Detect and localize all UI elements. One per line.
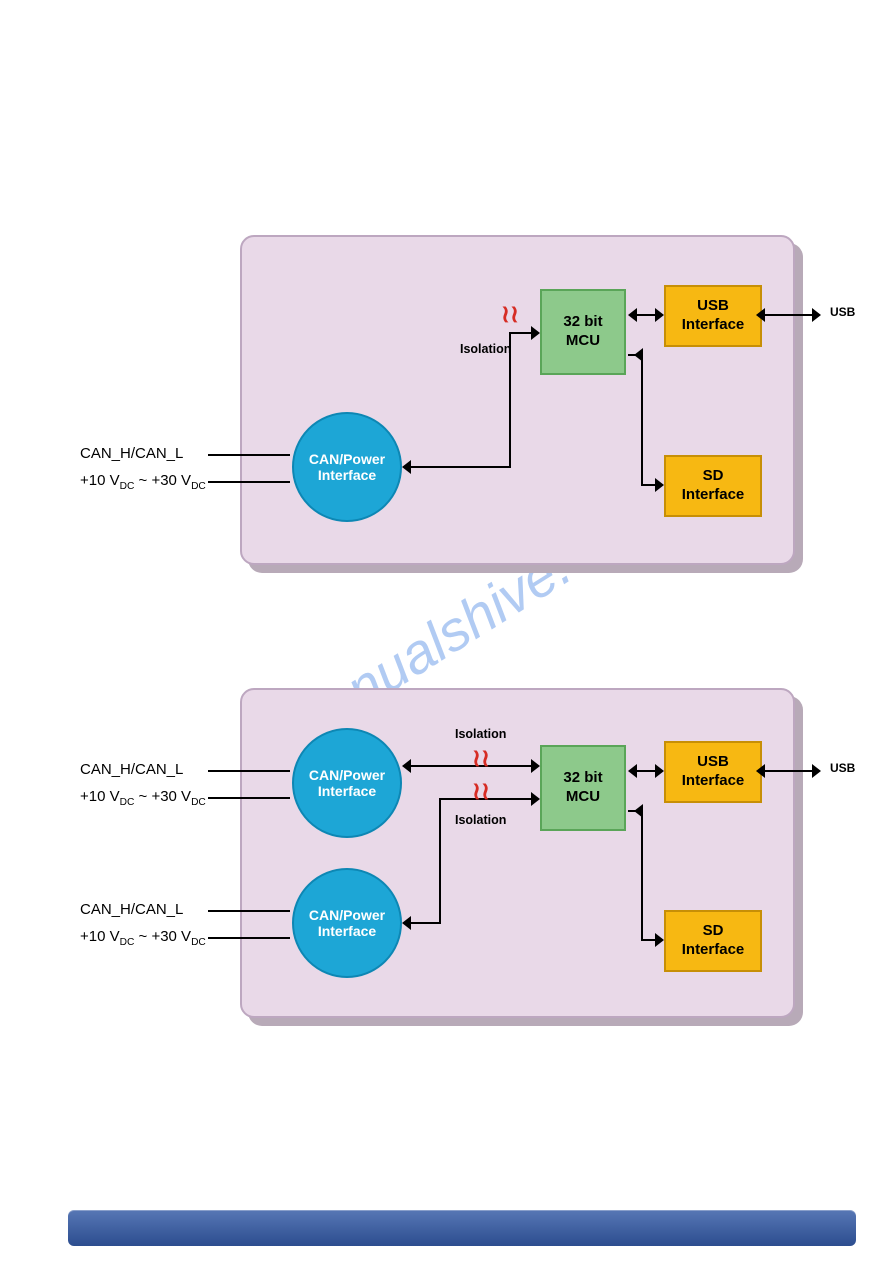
vdc-mid: ~ +30 V [134,472,191,489]
usb-interface-node: USB Interface [664,741,762,803]
arrow-mcu-usb-l [628,308,637,322]
sd-label-2: Interface [682,486,745,503]
mcu-node: 32 bit MCU [540,289,626,375]
can-power-node-1: CAN/Power Interface [292,728,402,838]
wire-can-h2 [509,332,531,334]
wire-can2-h [411,922,441,924]
diagram-1: CAN/Power Interface ≀≀ Isolation 32 bit … [240,235,795,565]
arrow-can2-mcu [531,792,540,806]
arrow-can1-mcu [531,759,540,773]
wire-mcu-usb [637,314,655,316]
wire-can2-v [439,798,441,924]
usb-label-1: USB [697,297,729,314]
isolation-glyph-2: ≀≀ [472,777,490,806]
wire-mcu-sd-h2 [641,484,655,486]
isolation-label: Isolation [460,342,511,356]
wire-usb-out [762,314,812,316]
wire-canhl-in [208,454,290,456]
can2-label-1: CAN/Power [309,907,385,923]
vdc-prefix: +10 V [80,472,120,489]
sd-label-1: SD [703,467,724,484]
arrow-mcu-usb-l [628,764,637,778]
arrow-usb-out-l [756,308,765,322]
vdc1-sub1: DC [120,797,135,808]
mcu-node: 32 bit MCU [540,745,626,831]
can-power-node: CAN/Power Interface [292,412,402,522]
vdc2-sub2: DC [191,937,206,948]
isolation-label-1: Isolation [455,727,506,741]
arrow-usb-out-l [756,764,765,778]
wire-vdc-in-2 [208,937,290,939]
footer-bar [68,1210,856,1246]
arrow-usb-out-r [812,308,821,322]
vdc1-sub2: DC [191,797,206,808]
mcu-label-2: MCU [566,332,600,349]
sd-interface-node: SD Interface [664,910,762,972]
sd-interface-node: SD Interface [664,455,762,517]
arrow-can1-out [402,759,411,773]
ext-usb-label: USB [830,761,855,775]
vdc2-sub1: DC [120,937,135,948]
wire-canhl-in-2 [208,910,290,912]
arrow-into-mcu [531,326,540,340]
can2-label-2: Interface [318,923,376,939]
vdc-sub2: DC [191,481,206,492]
wire-mcu-sd-v [641,810,643,940]
diagram-2: CAN/Power Interface CAN/Power Interface … [240,688,795,1018]
usb-label-1: USB [697,753,729,770]
ext-canhl-label-1: CAN_H/CAN_L [80,761,183,778]
wire-mcu-sd-h2 [641,939,655,941]
sd-label-1: SD [703,922,724,939]
ext-usb-label: USB [830,305,855,319]
sd-label-2: Interface [682,941,745,958]
vdc1-mid: ~ +30 V [134,788,191,805]
wire-usb-out [762,770,812,772]
vdc2-prefix: +10 V [80,928,120,945]
ext-vdc-label-2: +10 VDC ~ +30 VDC [80,928,206,948]
arrow-usb-out-r [812,764,821,778]
mcu-label-1: 32 bit [563,313,602,330]
ext-canhl-label: CAN_H/CAN_L [80,445,183,462]
isolation-label-2: Isolation [455,813,506,827]
vdc1-prefix: +10 V [80,788,120,805]
usb-label-2: Interface [682,772,745,789]
can1-label-2: Interface [318,783,376,799]
ext-vdc-label: +10 VDC ~ +30 VDC [80,472,206,492]
wire-can-h [411,466,511,468]
wire-vdc-in-1 [208,797,290,799]
wire-canhl-in-1 [208,770,290,772]
wire-vdc-in [208,481,290,483]
ext-vdc-label-1: +10 VDC ~ +30 VDC [80,788,206,808]
wire-mcu-usb [637,770,655,772]
arrow-mcu-usb-r [655,764,664,778]
isolation-glyph: ≀≀ [501,300,519,329]
ext-canhl-label-2: CAN_H/CAN_L [80,901,183,918]
can-label-1: CAN/Power [309,451,385,467]
arrow-mcu-sd-r [655,933,664,947]
can1-label-1: CAN/Power [309,767,385,783]
usb-interface-node: USB Interface [664,285,762,347]
arrow-mcu-sd-r [655,478,664,492]
mcu-label-2: MCU [566,788,600,805]
isolation-glyph-1: ≀≀ [472,744,490,773]
vdc2-mid: ~ +30 V [134,928,191,945]
can-label-2: Interface [318,467,376,483]
vdc-sub1: DC [120,481,135,492]
mcu-label-1: 32 bit [563,769,602,786]
wire-mcu-sd-v [641,354,643,485]
arrow-can-out [402,460,411,474]
can-power-node-2: CAN/Power Interface [292,868,402,978]
arrow-mcu-usb-r [655,308,664,322]
wire-can1-h [411,765,531,767]
arrow-can2-out [402,916,411,930]
usb-label-2: Interface [682,316,745,333]
